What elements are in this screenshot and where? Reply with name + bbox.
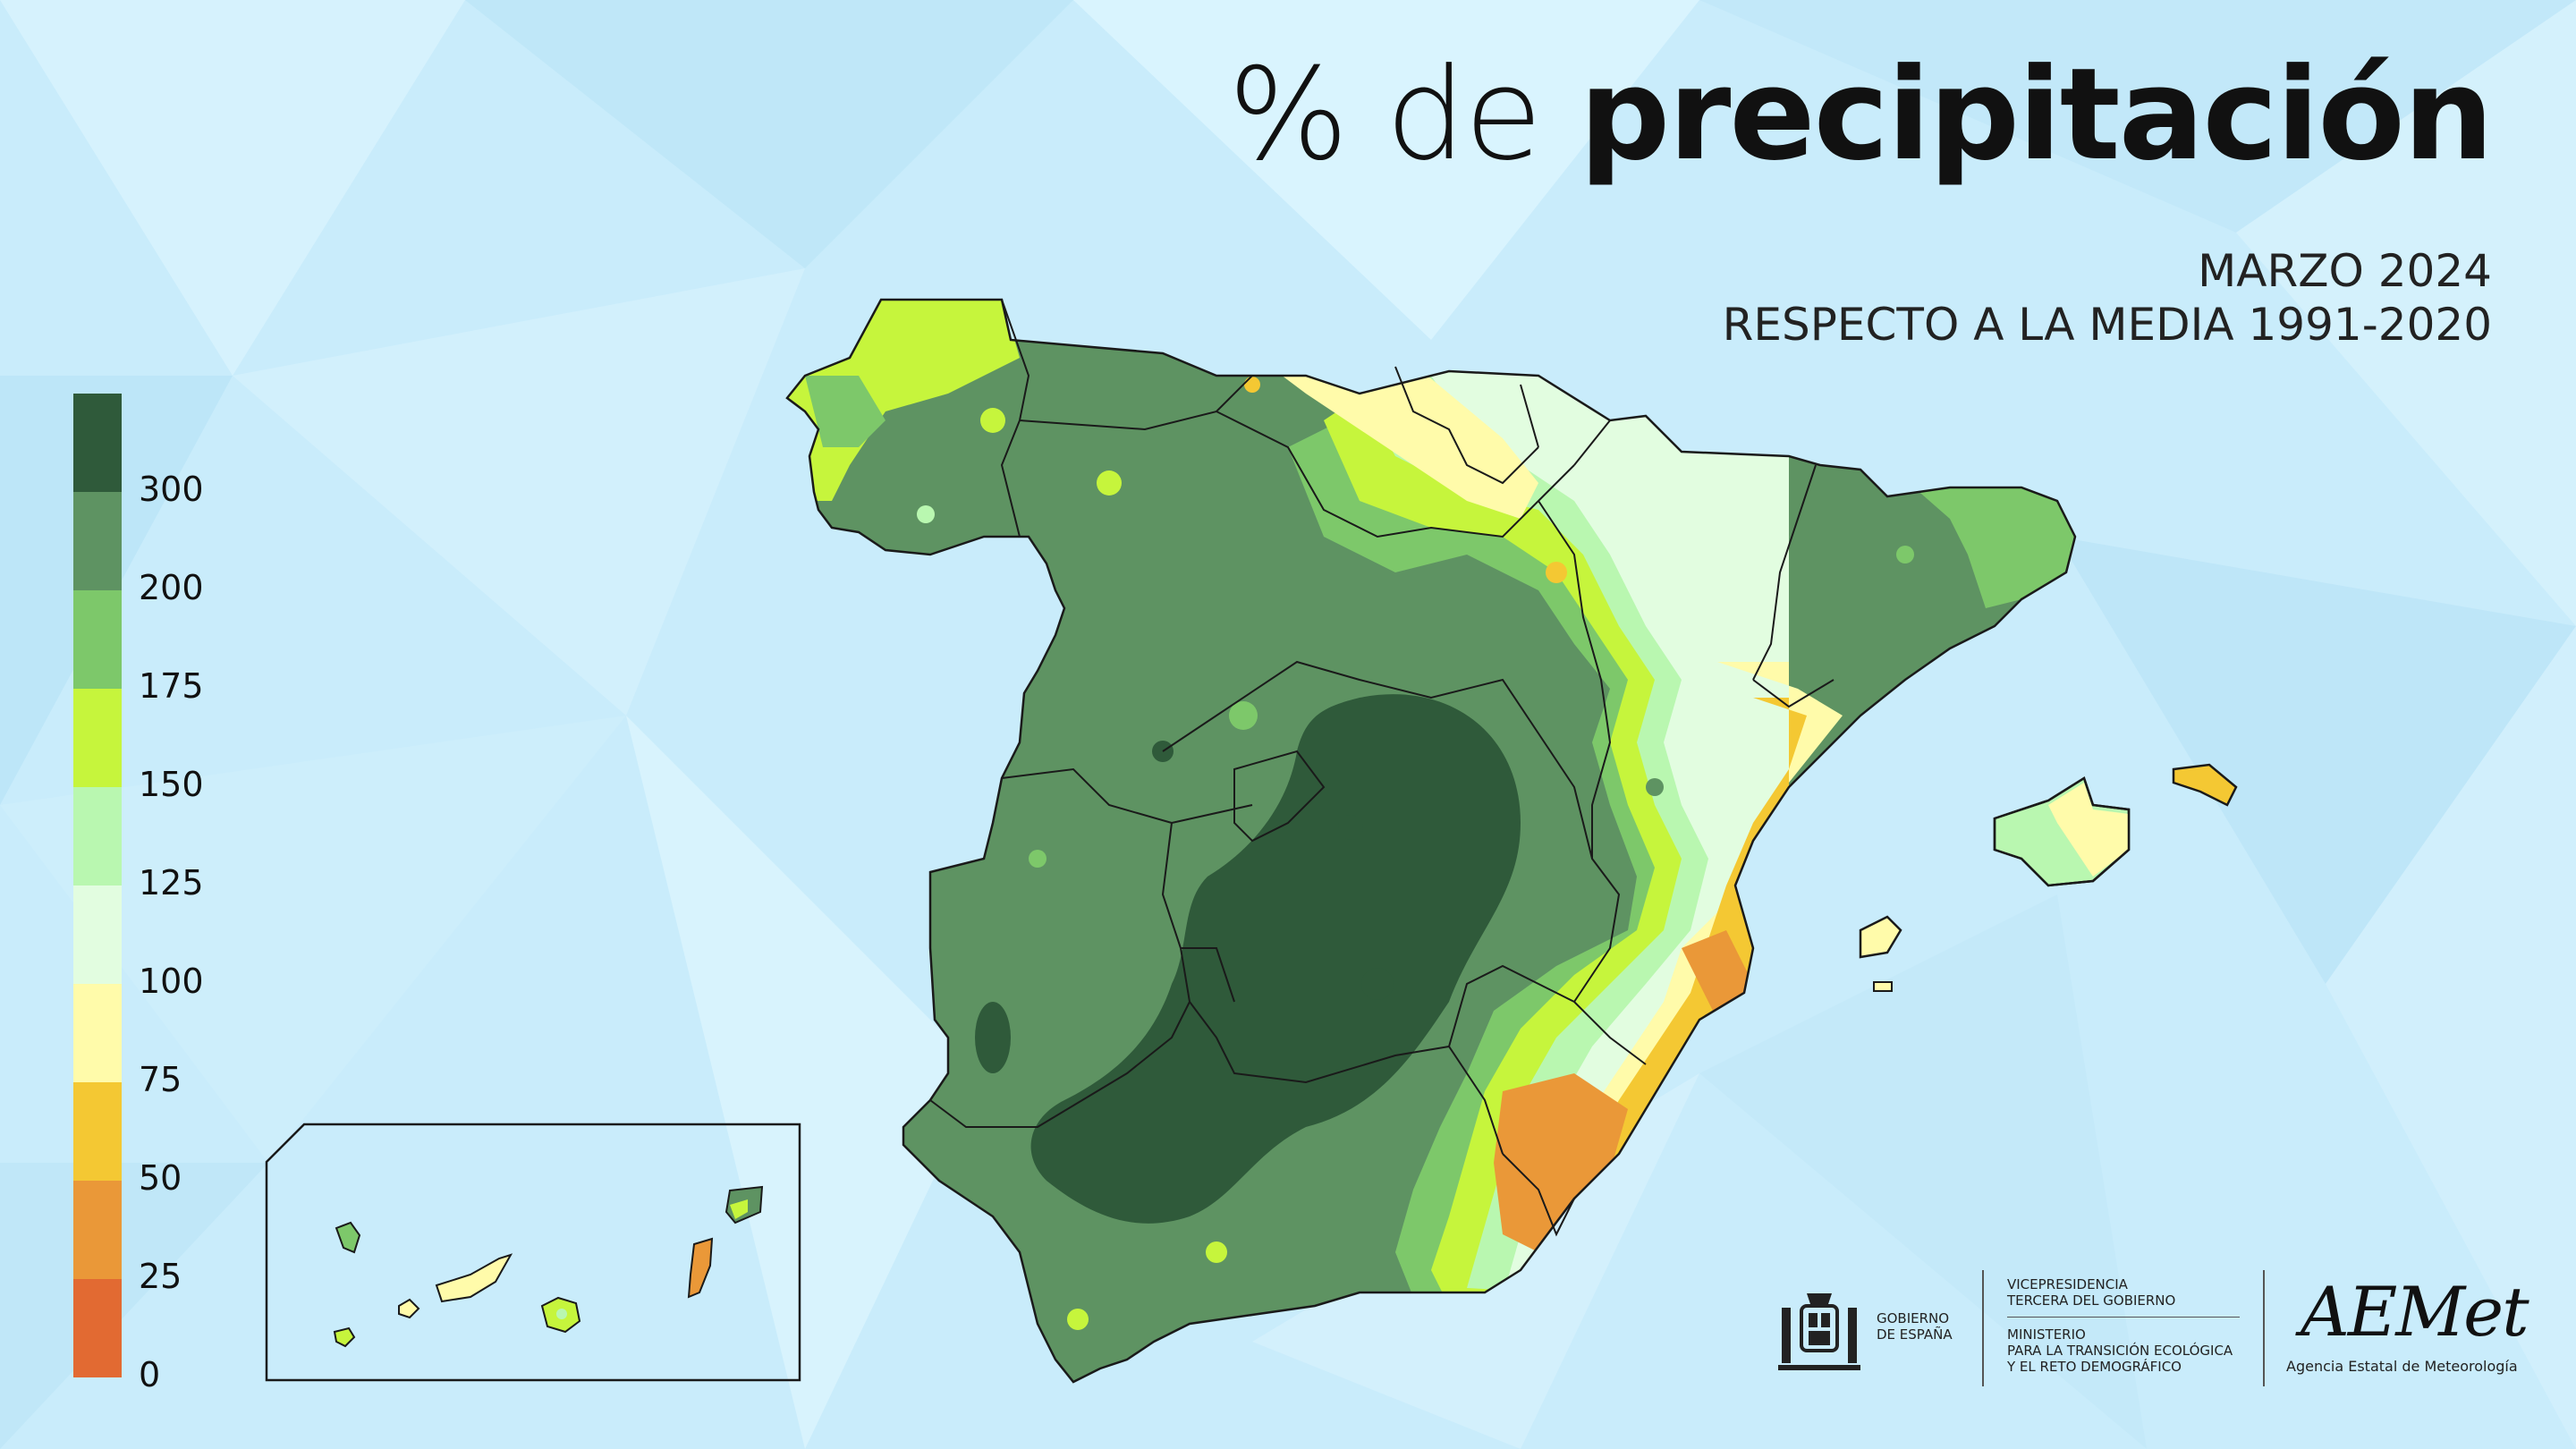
legend-label-175: 175 bbox=[139, 666, 204, 706]
title-light: % de bbox=[1227, 41, 1580, 189]
legend-label-300: 300 bbox=[139, 470, 204, 509]
aemet-logo: AEMet bbox=[2301, 1272, 2529, 1352]
aemet-fullname: Agencia Estatal de Meteorología bbox=[2286, 1358, 2518, 1375]
title-bold: precipitación bbox=[1579, 41, 2494, 189]
legend-label-150: 150 bbox=[139, 765, 204, 804]
ministry-line3: Y EL RETO DEMOGRÁFICO bbox=[2007, 1359, 2182, 1375]
subtitle-reference: RESPECTO A LA MEDIA 1991-2020 bbox=[1722, 299, 2492, 351]
ministry-divider bbox=[2007, 1317, 2240, 1318]
legend-label-50: 50 bbox=[139, 1158, 182, 1198]
legend-label-75: 75 bbox=[139, 1060, 182, 1099]
spain-coastline bbox=[785, 298, 2077, 1384]
gobierno-line1: GOBIERNO bbox=[1877, 1310, 1950, 1326]
aemet-separator bbox=[2263, 1270, 2265, 1386]
legend-label-200: 200 bbox=[139, 568, 204, 607]
logo-separator bbox=[1982, 1270, 1984, 1386]
vice-line2: TERCERA DEL GOBIERNO bbox=[2007, 1292, 2176, 1309]
vice-line1: VICEPRESIDENCIA bbox=[2007, 1276, 2128, 1292]
legend-swatch-9 bbox=[73, 1279, 122, 1377]
map-title: % de precipitación bbox=[1228, 52, 2494, 179]
legend-swatch-3 bbox=[73, 689, 122, 787]
legend-swatch-1 bbox=[73, 492, 122, 590]
balearic-islands bbox=[1859, 763, 2238, 992]
legend-colorbar bbox=[73, 394, 122, 1377]
legend-label-100: 100 bbox=[139, 962, 204, 1001]
gobierno-line2: DE ESPAÑA bbox=[1877, 1326, 1953, 1343]
ministry-line1: MINISTERIO bbox=[2007, 1326, 2086, 1343]
legend-label-25: 25 bbox=[139, 1257, 182, 1296]
ministry-line2: PARA LA TRANSICIÓN ECOLÓGICA bbox=[2007, 1343, 2233, 1359]
legend-label-125: 125 bbox=[139, 863, 204, 902]
legend-swatch-6 bbox=[73, 984, 122, 1082]
canary-islands-inset bbox=[265, 1123, 801, 1382]
legend-swatch-0 bbox=[73, 394, 122, 492]
region-borders bbox=[929, 299, 1835, 1237]
legend-swatch-5 bbox=[73, 886, 122, 984]
subtitle-month: MARZO 2024 bbox=[2198, 245, 2492, 297]
legend-swatch-2 bbox=[73, 590, 122, 689]
legend-label-0: 0 bbox=[139, 1355, 161, 1394]
coat-of-arms-icon bbox=[1778, 1293, 1860, 1370]
legend-swatch-8 bbox=[73, 1181, 122, 1279]
legend-swatch-7 bbox=[73, 1082, 122, 1181]
legend-swatch-4 bbox=[73, 787, 122, 886]
